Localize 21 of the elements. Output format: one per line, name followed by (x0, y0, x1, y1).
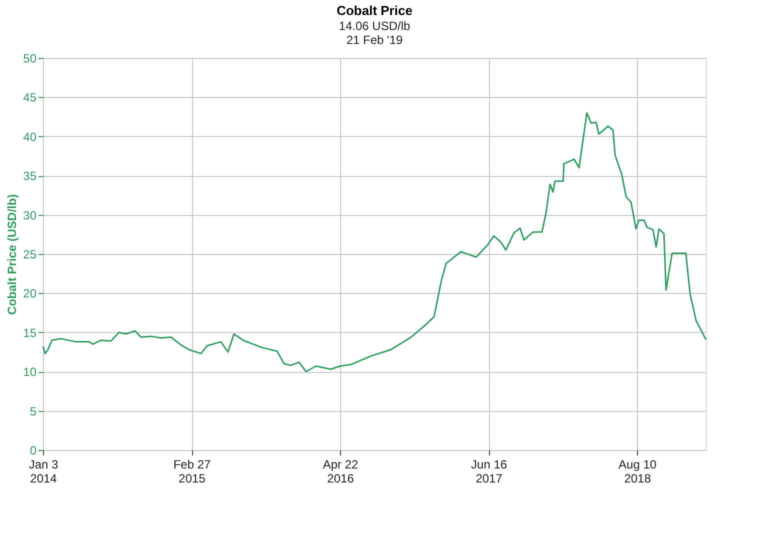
y-tick-label: 5 (30, 404, 37, 418)
x-tick-label: Jan 3 2014 (28, 458, 58, 486)
y-tick-label: 15 (23, 326, 37, 340)
chart-title: Cobalt Price (336, 3, 412, 18)
line-series (42, 112, 707, 372)
y-tick-label: 45 (23, 90, 37, 105)
y-tick-label: 20 (23, 286, 37, 301)
x-tick-label: Feb 27 2015 (173, 458, 212, 486)
y-tick-label: 30 (23, 208, 37, 222)
y-tick-label: 0 (30, 444, 37, 458)
x-tick-label: Jun 16 2017 (471, 458, 508, 486)
x-tick-label: Apr 22 2016 (322, 458, 359, 486)
text: 21 Feb '19 (346, 33, 403, 47)
y-tick-label: 35 (23, 169, 37, 184)
y-tick-label: 40 (23, 130, 37, 144)
y-tick-label: 25 (23, 248, 37, 262)
y-axis-title: Cobalt Price (USD/lb) (5, 194, 20, 315)
y-tick-label: 10 (23, 365, 37, 380)
x-tick-label: Aug 10 2018 (618, 458, 657, 486)
y-tick-label: 50 (23, 52, 37, 66)
text: 14.06 USD/lb (338, 19, 410, 33)
